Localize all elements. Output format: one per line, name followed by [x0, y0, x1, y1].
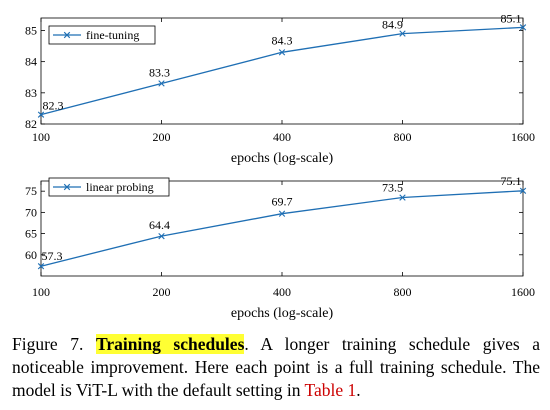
legend-marker — [63, 183, 71, 191]
marker-stroke — [37, 111, 45, 118]
x-tick-label: 100 — [32, 130, 50, 144]
y-tick-label: 70 — [25, 205, 37, 219]
data-point — [519, 24, 527, 31]
data-label: 64.4 — [149, 218, 170, 232]
y-tick-label: 65 — [25, 227, 37, 241]
legend-marker — [63, 31, 71, 39]
legend-label: fine-tuning — [86, 28, 139, 42]
caption-figure-label: Figure 7. — [12, 334, 84, 354]
data-point — [158, 80, 165, 87]
x-tick-label: 200 — [153, 285, 171, 299]
figure-caption: Figure 7. Training schedules. A longer t… — [12, 333, 540, 402]
y-tick-label: 85 — [25, 23, 37, 37]
marker-stroke — [158, 80, 165, 87]
y-tick-label: 75 — [25, 184, 37, 198]
chart-linear-probing: 60 65 70 75 100 200 400 800 1600 epochs (log-scal… — [25, 174, 535, 321]
legend-label: linear probing — [86, 180, 154, 194]
x-axis-label: epochs (log-scale) — [231, 306, 334, 321]
figure-charts: 82 83 84 85 100 200 400 800 1600 epochs (log-scal… — [25, 11, 535, 321]
data-label: 69.7 — [272, 195, 293, 209]
data-label: 84.9 — [382, 18, 403, 32]
marker-stroke — [278, 210, 286, 217]
x-tick-label: 400 — [273, 285, 291, 299]
marker-stroke — [158, 232, 165, 240]
caption-text-1: . A longer training schedule gives a not… — [12, 334, 540, 400]
marker-stroke — [519, 187, 527, 194]
x-tick-label: 1600 — [511, 130, 535, 144]
data-point — [278, 49, 286, 56]
y-tick-label: 60 — [25, 248, 37, 262]
caption-text-2: . — [356, 380, 361, 400]
x-axis-label: epochs (log-scale) — [231, 151, 334, 166]
data-label: 73.5 — [382, 181, 403, 195]
data-label: 82.3 — [43, 99, 64, 113]
legend-box — [48, 25, 156, 45]
legend-box — [48, 177, 170, 197]
marker-stroke — [37, 263, 45, 270]
x-tick-label: 800 — [394, 130, 412, 144]
marker-stroke — [399, 30, 406, 37]
data-label: 57.3 — [42, 249, 63, 263]
data-label: 84.3 — [272, 33, 293, 47]
chart-fine-tuning: 82 83 84 85 100 200 400 800 1600 epochs (log-scal… — [25, 11, 535, 166]
x-tick-label: 200 — [153, 130, 171, 144]
data-label: 83.3 — [149, 65, 170, 79]
y-tick-label: 84 — [25, 55, 37, 69]
y-tick-label: 83 — [25, 86, 37, 100]
data-label: 85.1 — [501, 11, 522, 25]
marker-stroke — [399, 194, 406, 201]
marker-stroke — [278, 49, 286, 56]
y-tick-label: 82 — [25, 117, 37, 131]
x-tick-label: 1600 — [511, 285, 535, 299]
data-point — [278, 210, 286, 217]
caption-highlight: Training schedules — [95, 334, 245, 354]
x-tick-label: 400 — [273, 130, 291, 144]
data-point — [399, 30, 406, 37]
data-point — [37, 263, 45, 270]
data-point — [37, 111, 45, 118]
data-point — [399, 194, 406, 201]
caption-table-ref[interactable]: Table 1 — [304, 380, 357, 400]
data-point — [158, 232, 165, 240]
data-point — [519, 187, 527, 194]
x-tick-label: 800 — [394, 285, 412, 299]
marker-stroke — [519, 24, 527, 31]
data-label: 75.1 — [501, 174, 522, 188]
x-tick-label: 100 — [32, 285, 50, 299]
